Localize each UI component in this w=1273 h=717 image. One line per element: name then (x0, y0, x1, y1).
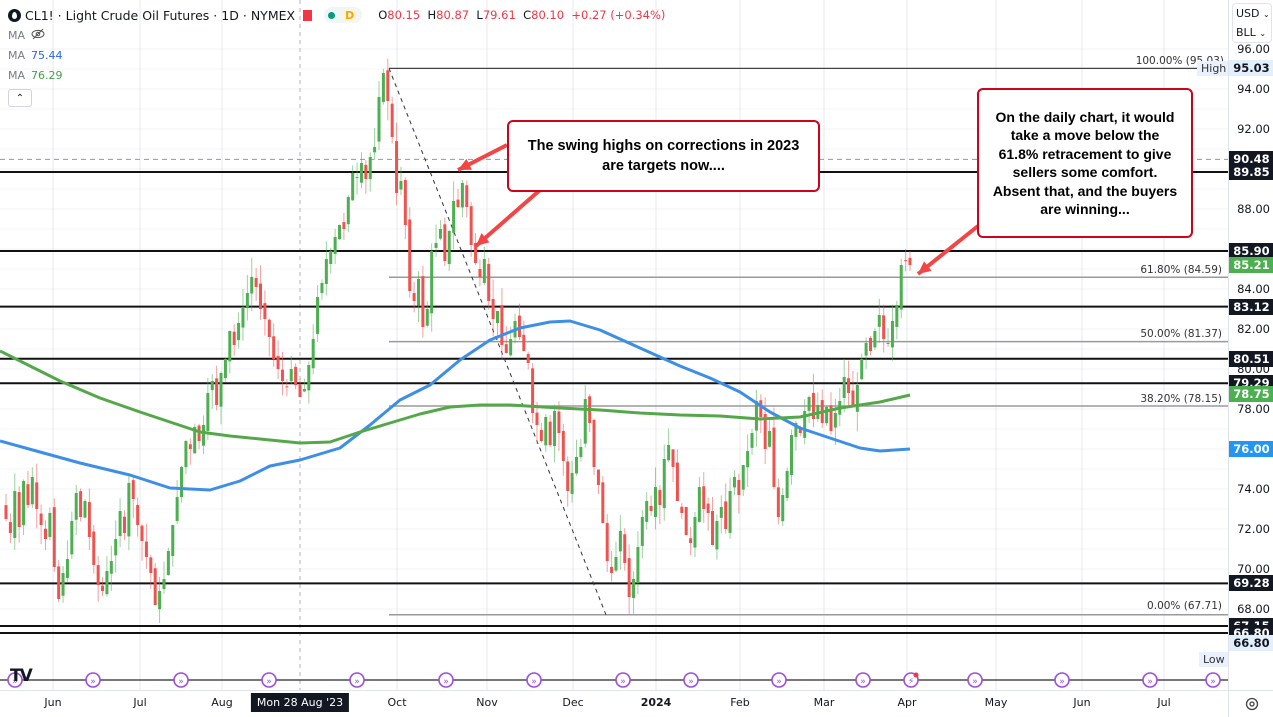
svg-text:»: » (1059, 677, 1065, 687)
ohlc-values: O80.15 H80.87 L79.61 C80.10 +0.27 (+0.34… (378, 8, 666, 22)
price-tick: 94.00 (1237, 82, 1270, 96)
price-level-tag: 78.75 (1229, 386, 1273, 402)
currency-select[interactable]: USD ⌄ (1236, 7, 1270, 20)
ma-blue-value: 75.44 (31, 48, 63, 62)
collapse-legend-button[interactable]: ⌃ (8, 89, 32, 107)
svg-text:»: » (688, 677, 694, 687)
symbol-row[interactable]: CL1! · Light Crude Oil Futures · 1D · NY… (8, 5, 665, 25)
gear-icon (1245, 697, 1258, 711)
flag-icon[interactable] (303, 9, 313, 21)
price-level-tag: 90.48 (1229, 151, 1273, 168)
indicator-ma-hidden[interactable]: MA (8, 25, 665, 45)
price-tick: 70.00 (1237, 562, 1270, 576)
time-tick: Jul (1157, 696, 1171, 709)
price-tick: 84.00 (1237, 282, 1270, 296)
indicator-ma-green[interactable]: MA 76.29 (8, 68, 63, 82)
unit-select[interactable]: BLL ⌄ (1236, 26, 1267, 39)
time-tick: Jun (44, 696, 62, 709)
chevron-down-icon: ⌄ (1263, 10, 1270, 19)
market-open-dot-icon (328, 11, 336, 19)
price-tick: 92.00 (1237, 122, 1270, 136)
price-level-tag: 76.00 (1229, 441, 1273, 457)
price-level-tag: 80.51 (1229, 350, 1273, 367)
chart-settings-button[interactable] (1228, 690, 1273, 717)
time-tick: Jul (133, 696, 147, 709)
fib-label-61-8: 61.80% (84.59) (1140, 264, 1222, 276)
price-level-tag: 85.90 (1229, 243, 1273, 259)
chevron-down-icon: ⌄ (1259, 29, 1267, 38)
eye-slash-icon[interactable] (31, 28, 45, 43)
indicator-ma-blue[interactable]: MA 75.44 (8, 48, 63, 62)
low-label: Low (1199, 652, 1229, 667)
time-tick: May (984, 696, 1008, 709)
symbol-description: Light Crude Oil Futures (65, 7, 210, 23)
time-tick: Mar (813, 696, 835, 709)
session-badge: D (341, 8, 359, 22)
market-status[interactable]: D (324, 7, 363, 23)
price-tick: 68.00 (1237, 602, 1270, 616)
price-tick: 96.00 (1237, 42, 1270, 56)
time-tick: Apr (897, 696, 917, 709)
time-tick: Jun (1073, 696, 1091, 709)
price-level-tag: 66.80 (1229, 635, 1273, 651)
svg-text:»: » (1210, 677, 1216, 687)
exchange: NYMEX (250, 7, 296, 23)
high-label: High (1197, 61, 1231, 76)
svg-text:»: » (266, 677, 272, 687)
currency-unit-selector[interactable]: USD ⌄ BLL ⌄ (1232, 3, 1272, 43)
price-tick: 78.00 (1237, 402, 1270, 416)
svg-text:»: » (12, 677, 18, 687)
price-tick: 82.00 (1237, 322, 1270, 336)
fib-label-50: 50.00% (81.37) (1140, 328, 1222, 340)
ma-green-value: 76.29 (31, 68, 63, 82)
svg-text:»: » (531, 677, 537, 687)
interval[interactable]: 1D (221, 7, 239, 23)
svg-text:»: » (972, 677, 978, 687)
svg-text:»: » (620, 677, 626, 687)
price-level-tag: 83.12 (1229, 298, 1273, 315)
annotation-daily-chart[interactable]: On the daily chart, it would take a move… (977, 88, 1193, 238)
svg-text:»: » (1147, 677, 1153, 687)
price-level-tag: 95.03 (1229, 60, 1273, 77)
time-tick: Feb (730, 696, 750, 709)
svg-text:⚡: ⚡ (908, 677, 914, 687)
time-tick: Nov (476, 696, 498, 709)
tradingview-logo[interactable]: TV (10, 666, 33, 686)
time-axis[interactable]: Jun Jul Aug Oct Nov Dec 2024 Feb Mar Apr May Jun Jul… (0, 690, 1228, 717)
fib-label-0: 0.00% (67.71) (1147, 600, 1222, 612)
price-tick: 72.00 (1237, 522, 1270, 536)
time-tick: Aug (211, 696, 233, 709)
oil-drop-icon (8, 8, 21, 22)
svg-text:»: » (178, 677, 184, 687)
chevron-up-icon: ⌃ (15, 92, 25, 104)
price-axis[interactable]: 96.00 94.00 92.00 88.00 84.00 82.00 80.00 78.00… (1228, 0, 1273, 690)
time-tick: Oct (387, 696, 407, 709)
price-level-tag: 85.21 (1229, 256, 1273, 273)
fib-label-38-2: 38.20% (78.15) (1140, 393, 1222, 405)
time-tick: 2024 (640, 696, 672, 709)
price-tick: 74.00 (1237, 482, 1270, 496)
price-level-tag: 89.85 (1229, 164, 1273, 180)
price-level-tag: 69.28 (1229, 575, 1273, 592)
svg-text:»: » (443, 677, 449, 687)
svg-text:»: » (776, 677, 782, 687)
svg-text:»: » (860, 677, 866, 687)
price-tick: 88.00 (1237, 202, 1270, 216)
symbol[interactable]: CL1! (25, 7, 54, 23)
time-tick: Dec (562, 696, 584, 709)
svg-text:»: » (90, 677, 96, 687)
chart-legend: CL1! · Light Crude Oil Futures · 1D · NY… (8, 5, 665, 107)
annotation-swing-highs[interactable]: The swing highs on corrections in 2023 a… (507, 120, 820, 192)
svg-text:»: » (354, 677, 360, 687)
crosshair-date-label: Mon 28 Aug '23 (250, 693, 350, 712)
